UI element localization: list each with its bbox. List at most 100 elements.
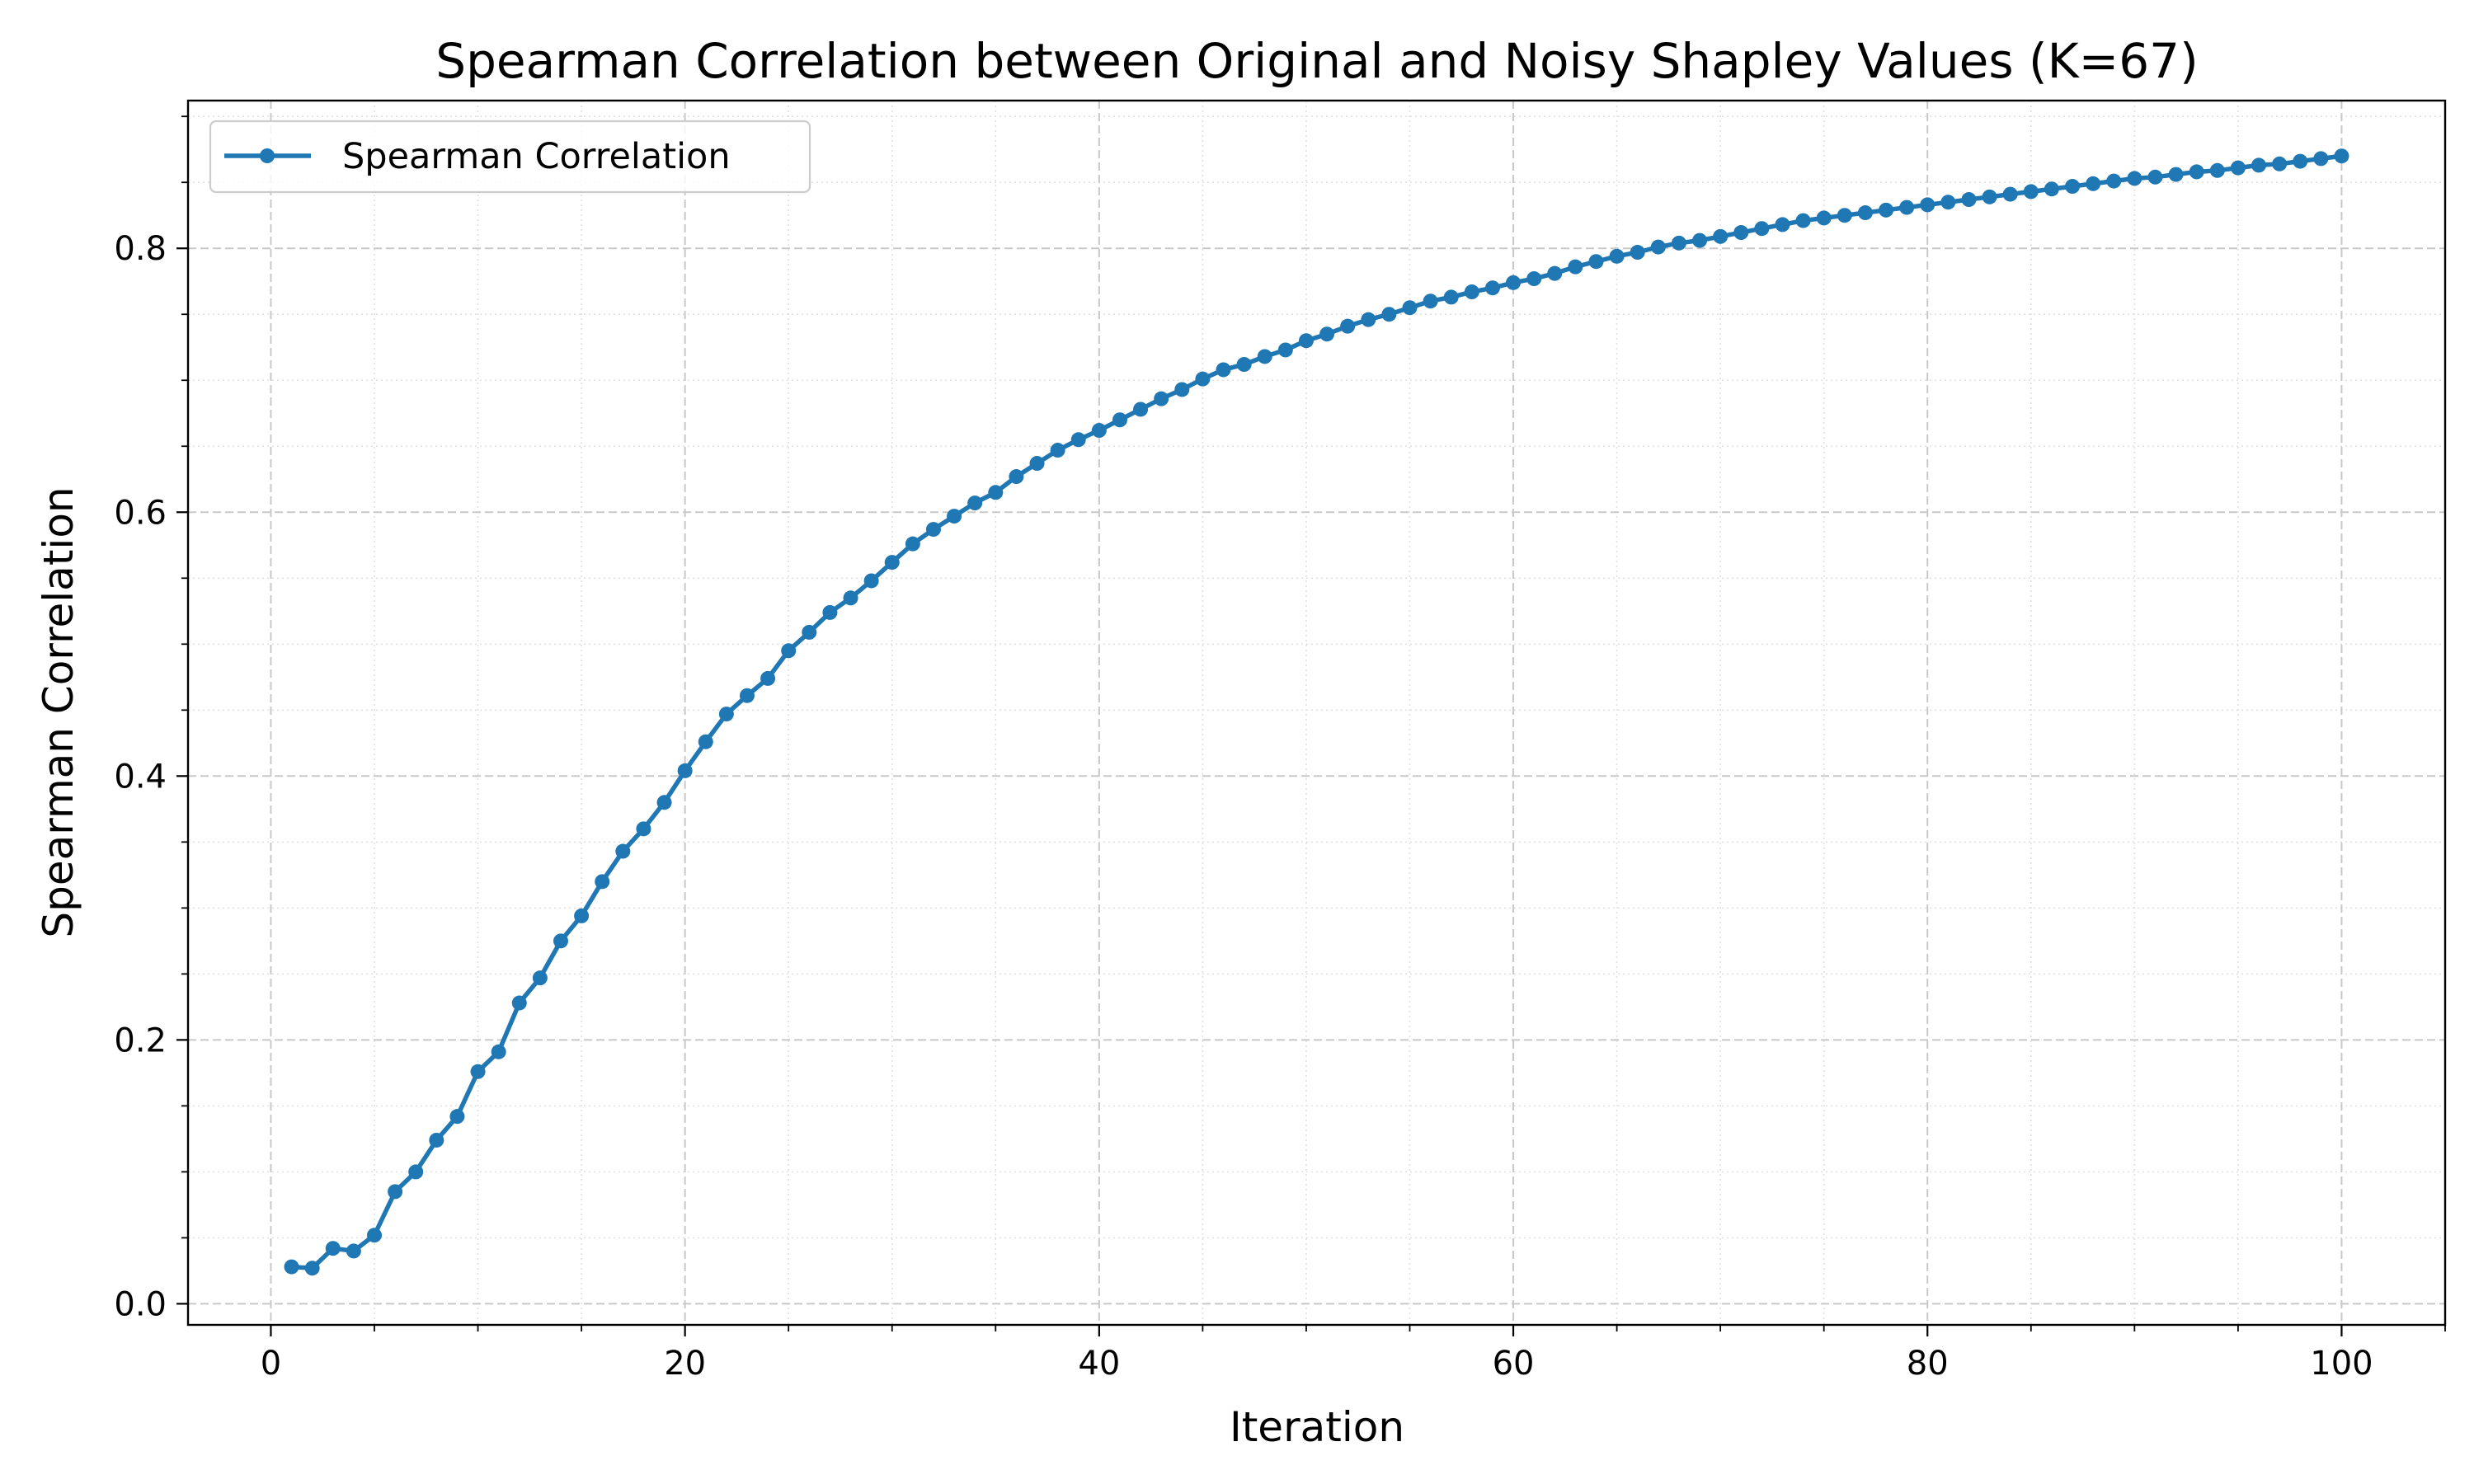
data-point — [1257, 349, 1272, 364]
data-point — [1506, 275, 1522, 290]
series-layer — [284, 148, 2349, 1276]
data-point — [304, 1261, 320, 1276]
data-point — [1236, 357, 1252, 373]
data-point — [1112, 412, 1127, 428]
data-point — [781, 643, 797, 659]
x-tick-label: 0 — [261, 1345, 281, 1383]
data-point — [677, 763, 693, 778]
data-point — [532, 970, 548, 986]
data-point — [1029, 456, 1045, 472]
y-axis-label: Spearman Correlation — [35, 486, 82, 937]
data-point — [449, 1109, 465, 1125]
data-point — [2209, 162, 2225, 178]
data-point — [574, 908, 590, 923]
y-tick-label: 0.0 — [114, 1285, 167, 1323]
data-point — [429, 1132, 444, 1148]
data-point — [1070, 432, 1086, 448]
data-point — [2002, 186, 2018, 202]
data-point — [1009, 469, 1024, 485]
series-line — [289, 153, 2345, 1270]
data-point — [2044, 181, 2059, 197]
data-point — [1609, 248, 1625, 264]
data-point — [1899, 200, 1915, 215]
data-point — [656, 795, 672, 810]
data-point — [2065, 179, 2081, 195]
data-point — [1879, 202, 1894, 218]
data-point — [1484, 280, 1500, 296]
data-point — [1195, 371, 1211, 387]
plot-area-frame — [186, 99, 2447, 1327]
data-point — [1091, 423, 1107, 439]
legend-box — [209, 120, 811, 194]
data-point — [1857, 205, 1873, 221]
data-point — [1733, 225, 1749, 241]
data-point — [1298, 333, 1314, 349]
data-point — [2272, 156, 2288, 171]
data-point — [1216, 362, 1231, 378]
data-point — [1319, 326, 1335, 342]
data-point — [2147, 169, 2163, 185]
x-axis: 0 20 40 60 80 100 — [261, 1325, 2446, 1383]
data-point — [925, 522, 941, 538]
y-tick-label: 0.2 — [114, 1021, 167, 1059]
data-point — [1154, 391, 1169, 406]
data-point — [2230, 160, 2246, 176]
data-point — [1050, 443, 1065, 458]
chart-title: Spearman Correlation between Original an… — [435, 33, 2198, 89]
data-point — [1361, 312, 1376, 327]
y-tick-label: 0.4 — [114, 758, 167, 796]
data-point — [1671, 235, 1686, 251]
data-point — [2127, 171, 2142, 186]
data-point — [760, 670, 776, 686]
data-point — [1775, 217, 1790, 232]
data-point — [366, 1228, 382, 1243]
data-point — [1630, 245, 1645, 261]
data-point — [511, 995, 527, 1011]
data-point — [1713, 228, 1729, 244]
data-point — [1961, 192, 1977, 208]
data-point — [346, 1243, 361, 1259]
data-point — [802, 624, 817, 640]
data-point — [2293, 153, 2308, 169]
x-axis-label: Iteration — [1230, 1403, 1404, 1451]
data-point — [698, 734, 713, 749]
y-tick-label: 0.8 — [114, 230, 167, 268]
data-point — [967, 495, 983, 511]
data-point — [595, 874, 610, 890]
data-point — [1795, 213, 1811, 228]
x-tick-label: 60 — [1493, 1345, 1535, 1383]
data-point — [905, 536, 920, 552]
data-point — [1133, 402, 1149, 417]
major-grid — [188, 101, 2445, 1325]
data-point — [1340, 318, 1356, 334]
x-tick-label: 100 — [2310, 1345, 2373, 1383]
data-point — [1920, 197, 1935, 213]
data-point — [284, 1259, 299, 1275]
data-point — [1754, 221, 1770, 237]
data-point — [636, 821, 651, 837]
data-point — [1940, 195, 1956, 210]
data-point — [1174, 382, 1190, 397]
data-point — [1277, 342, 1293, 358]
legend-marker-swatch — [260, 148, 275, 163]
data-point — [2334, 148, 2349, 164]
data-point — [325, 1241, 341, 1256]
data-point — [718, 707, 734, 722]
data-point — [2189, 164, 2204, 180]
y-tick-label: 0.6 — [114, 494, 167, 532]
data-point — [2251, 157, 2267, 173]
data-point — [1464, 284, 1479, 300]
data-point — [988, 485, 1004, 500]
legend: Spearman Correlation — [209, 120, 811, 194]
data-point — [1423, 294, 1438, 309]
data-point — [2313, 151, 2329, 167]
data-point — [615, 843, 631, 859]
data-point — [947, 509, 962, 524]
data-point — [408, 1164, 424, 1180]
data-point — [843, 590, 858, 606]
data-point — [1588, 254, 1604, 270]
data-point — [1982, 189, 1997, 204]
y-axis: 0.0 0.2 0.4 0.6 0.8 — [114, 115, 188, 1323]
data-point — [1837, 208, 1852, 223]
